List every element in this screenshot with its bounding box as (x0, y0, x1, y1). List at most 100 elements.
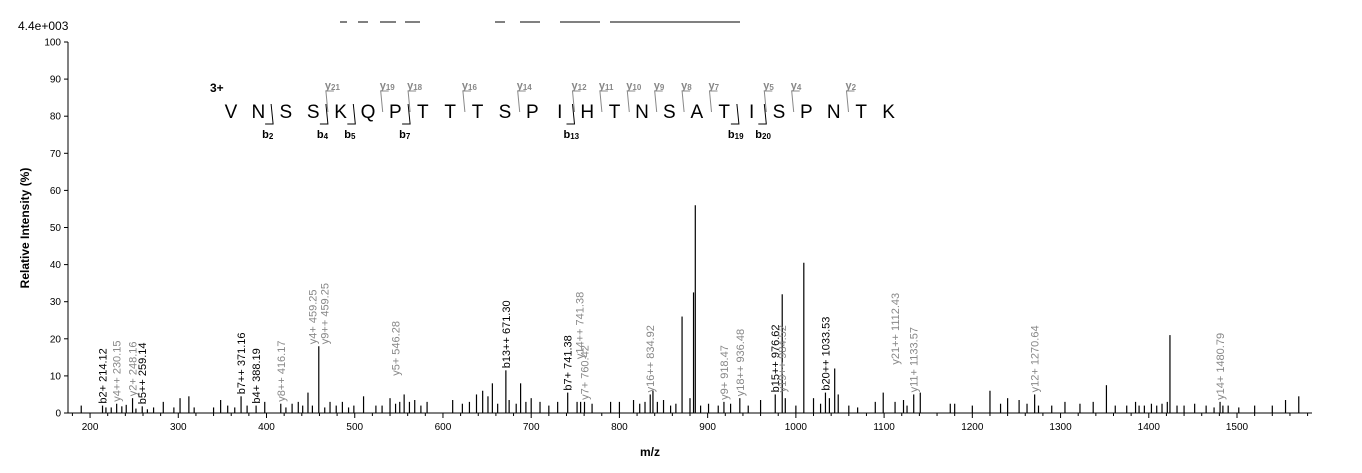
x-tick-label: 1100 (873, 422, 895, 433)
peptide-residue: N (252, 102, 266, 123)
fragment-ion-label: b2 (262, 129, 274, 141)
peptide-residue: T (472, 102, 484, 123)
fragment-ion-label: b5 (344, 129, 356, 141)
b-ion-cleavage-mark (265, 103, 274, 125)
y-axis: 0 10 20 30 40 50 60 70 80 90 100 (44, 38, 69, 420)
peptide-residue: S (663, 102, 676, 123)
x-tick-label: 1500 (1226, 422, 1249, 433)
x-tick-label: 1200 (961, 422, 984, 433)
fragment-ion-label: y16 (462, 80, 478, 92)
x-tick-label: 700 (523, 422, 540, 433)
fragment-ion-label: y9 (654, 80, 665, 92)
b-ion-cleavage-mark (730, 103, 740, 125)
peptide-residue: S (307, 102, 320, 123)
fragment-ion-label: y4 (791, 80, 802, 92)
x-tick-label: 500 (346, 422, 363, 433)
y-tick-label: 30 (50, 297, 62, 308)
peak-annotation-label: b7+ 741.38 (563, 335, 575, 390)
intensity-scale-label: 4.4e+003 (18, 19, 69, 33)
y-tick-label: 20 (50, 334, 62, 345)
y-tick-label: 0 (55, 409, 61, 420)
y-tick-label: 100 (44, 38, 61, 49)
peptide-residue: A (690, 102, 703, 123)
peptide-residue: P (389, 102, 402, 123)
peak-annotation-label: y4++ 230.15 (112, 341, 124, 402)
peak-annotation-label: y2+ 248.16 (128, 341, 140, 396)
y-ion-cleavage-mark (791, 90, 800, 113)
peptide-residue: P (800, 102, 813, 123)
peak-annotation-label: b15++ 976.62 (770, 324, 782, 392)
x-tick-label: 200 (82, 422, 99, 433)
y-tick-label: 60 (50, 186, 62, 197)
peak-annotation-label: b2+ 214.12 (98, 348, 110, 403)
x-tick-label: 900 (699, 422, 716, 433)
x-tick-label: 1000 (785, 422, 808, 433)
spectrum-peaks (80, 205, 1300, 413)
y-ion-cleavage-mark (407, 90, 417, 113)
peak-annotation-label: b20++ 1033.53 (821, 317, 833, 391)
y-ion-cleavage-mark (681, 90, 691, 113)
peak-annotation-label: y19++ 984.52 (777, 325, 789, 392)
y-ion-cleavage-mark (325, 90, 334, 113)
b-ion-cleavage-mark (758, 103, 767, 125)
fragment-ion-label: y11 (599, 80, 614, 92)
peak-annotation-label: y9++ 459.25 (320, 283, 332, 344)
fragment-ion-label: y2 (846, 80, 857, 92)
fragment-ion-label: y21 (325, 80, 341, 92)
peak-annotation-label: y16++ 834.92 (645, 325, 657, 392)
peak-annotation-label: y18++ 936.48 (735, 329, 747, 396)
peak-annotation-label: b7++ 371.16 (236, 333, 248, 395)
y-ion-cleavage-mark (462, 90, 471, 113)
y-ion-cleavage-mark (845, 90, 855, 113)
fragment-ion-label: y18 (407, 80, 423, 92)
peak-annotation-label: y5+ 546.28 (391, 321, 403, 376)
fragment-ion-label: b4 (317, 129, 329, 141)
fragment-ion-label: y5 (763, 80, 774, 92)
precursor-charge: 3+ (210, 81, 224, 95)
peptide-residue: T (855, 102, 867, 123)
fragment-ion-label: y10 (626, 80, 642, 92)
peak-annotation-label: y14++ 741.38 (575, 292, 587, 359)
peptide-residue: Q (361, 102, 376, 123)
peptide-residue: S (279, 102, 292, 123)
peptide-residue: S (773, 102, 786, 123)
x-tick-label: 300 (170, 422, 187, 433)
x-tick-label: 400 (258, 422, 275, 433)
y-ion-cleavage-mark (380, 90, 389, 113)
y-tick-label: 80 (50, 112, 62, 123)
peptide-residue: H (580, 102, 594, 123)
y-ion-cleavage-mark (571, 90, 581, 113)
fragment-ion-label: b20 (755, 129, 771, 141)
fragment-ion-label: y12 (572, 80, 588, 92)
peptide-residue: I (557, 102, 562, 123)
peptide-residue: N (827, 102, 841, 123)
peptide-residue: K (334, 102, 347, 123)
peptide-residue: V (225, 102, 238, 123)
peptide-residue: P (526, 102, 539, 123)
peptide-residue: K (882, 102, 895, 123)
fragment-ion-label: y7 (709, 80, 720, 92)
peptide-residue: I (749, 102, 754, 123)
peak-annotation-label: y14+ 1480.79 (1215, 333, 1227, 400)
b-ion-cleavage-mark (319, 103, 329, 125)
y-axis-title: Relative Intensity (%) (18, 168, 32, 289)
fragment-ion-label: y19 (380, 80, 396, 92)
y-tick-label: 10 (50, 371, 62, 382)
peak-annotation-label: y4+ 459.25 (307, 289, 319, 344)
x-tick-label: 1300 (1049, 422, 1072, 433)
x-tick-label: 600 (435, 422, 452, 433)
x-tick-label: 800 (611, 422, 628, 433)
peak-annotation-label: b13++ 671.30 (501, 300, 513, 368)
peptide-fragment-map: 3+ V N S S K Q P T T T S P I H T N S A T I S P N T Kb2 b4 b5 b7 b13 b… (210, 80, 895, 141)
b-ion-cleavage-mark (566, 103, 576, 125)
fragment-ion-label: y8 (681, 80, 692, 92)
y-ion-cleavage-mark (708, 90, 718, 113)
peak-annotation-label: y12+ 1270.64 (1030, 325, 1042, 392)
b-ion-cleavage-mark (402, 103, 411, 125)
y-ion-cleavage-mark (599, 90, 608, 113)
peptide-residue: T (718, 102, 730, 123)
y-ion-cleavage-mark (626, 90, 636, 113)
fragment-ion-label: y14 (517, 80, 533, 92)
